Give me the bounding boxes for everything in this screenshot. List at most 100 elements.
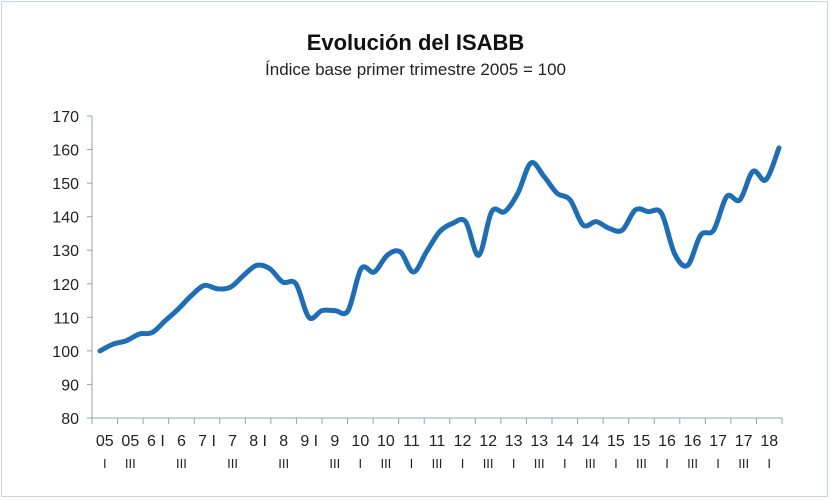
- x-tick-label-bottom: I: [665, 456, 669, 471]
- y-tick-label: 130: [52, 243, 79, 260]
- data-point: [673, 252, 676, 255]
- x-tick-label-top: 15: [607, 433, 625, 450]
- x-tick-label-top: 11: [403, 433, 420, 450]
- x-tick-label-bottom: I: [512, 456, 516, 471]
- x-tick-label-top: 15: [633, 433, 651, 450]
- data-point: [438, 231, 441, 233]
- y-tick-label: 140: [52, 210, 79, 227]
- x-tick-label-bottom: III: [227, 456, 238, 471]
- data-point: [451, 222, 454, 224]
- y-tick-label: 150: [52, 176, 79, 193]
- x-tick-label-bottom: III: [687, 456, 698, 471]
- data-point: [647, 211, 650, 213]
- x-tick-label-top: 10: [351, 433, 369, 450]
- data-point: [621, 229, 623, 231]
- data-point: [412, 271, 414, 273]
- data-point: [373, 271, 375, 273]
- x-tick-label-top: 16: [684, 433, 702, 450]
- x-tick-label-top: 9: [330, 433, 339, 450]
- data-point: [608, 227, 610, 230]
- data-point: [595, 221, 597, 223]
- data-point: [752, 170, 754, 172]
- data-point: [634, 209, 636, 211]
- y-axis: 80 90 100 110 120 130 140 150 160 170: [52, 109, 93, 428]
- x-tick-label-bottom: III: [483, 456, 494, 471]
- data-point: [465, 221, 467, 223]
- x-tick-label-top: 9 I: [300, 433, 318, 450]
- x-tick-label-top: 10: [377, 433, 395, 450]
- x-tick-label-top: 11: [429, 433, 446, 450]
- x-tick-label-bottom: I: [359, 456, 363, 471]
- series-line: [97, 145, 782, 354]
- x-tick-label-top: 12: [479, 433, 497, 450]
- data-point: [543, 175, 545, 177]
- x-tick-label-top: 14: [556, 433, 574, 450]
- x-tick-label-bottom: I: [563, 456, 567, 471]
- data-point: [151, 331, 153, 334]
- x-tick-label-bottom: III: [432, 456, 443, 471]
- data-point: [321, 310, 323, 312]
- data-point: [425, 251, 428, 253]
- data-point: [282, 281, 284, 283]
- x-tick-label-top: 13: [505, 433, 523, 450]
- data-point: [125, 340, 127, 342]
- x-tick-label-bottom: I: [103, 456, 107, 471]
- data-point: [347, 310, 349, 312]
- y-tick-label: 110: [53, 310, 79, 327]
- data-point: [726, 195, 728, 198]
- data-point: [360, 268, 362, 270]
- x-tick-label-bottom: III: [278, 456, 289, 471]
- data-point: [203, 284, 206, 287]
- data-point: [700, 234, 702, 236]
- data-point: [504, 211, 506, 213]
- x-tick-label-bottom: I: [614, 456, 618, 471]
- data-point: [269, 268, 271, 270]
- data-point: [778, 147, 780, 149]
- data-point: [399, 251, 401, 253]
- data-point: [229, 286, 232, 288]
- data-point: [334, 310, 336, 312]
- x-tick-label-top: 17: [709, 433, 727, 450]
- x-tick-label-top: 18: [760, 433, 778, 450]
- x-tick-label-bottom: III: [585, 456, 596, 471]
- y-tick-label: 120: [52, 277, 79, 294]
- x-tick-label-top: 6 I: [147, 433, 165, 450]
- data-point: [517, 192, 519, 194]
- data-point: [530, 162, 532, 164]
- data-point: [713, 229, 715, 231]
- x-tick-label-top: 7 I: [198, 433, 216, 450]
- x-tick-label-top: 13: [530, 433, 548, 450]
- x-tick-label-bottom: III: [176, 456, 187, 471]
- x-tick-label-top: 8 I: [249, 433, 267, 450]
- data-point: [556, 192, 558, 194]
- chart-title: Evolución del ISABB: [306, 30, 525, 55]
- x-tick-label-top: 14: [581, 433, 599, 450]
- x-tick-label-top: 17: [735, 433, 753, 450]
- x-tick-label-bottom: I: [410, 456, 414, 471]
- x-tick-label-top: 12: [454, 433, 472, 450]
- y-tick-label: 160: [52, 143, 79, 160]
- data-point: [582, 224, 584, 226]
- data-point: [765, 179, 767, 181]
- data-point: [177, 308, 179, 310]
- x-tick-label-bottom: III: [329, 456, 340, 471]
- data-point: [569, 199, 571, 201]
- x-tick-label-top: 05: [96, 433, 114, 450]
- x-tick-label-bottom: I: [461, 456, 465, 471]
- y-tick-label: 80: [61, 411, 79, 428]
- data-point: [739, 199, 741, 201]
- chart-subtitle: Índice base primer trimestre 2005 = 100: [265, 60, 566, 79]
- x-tick-label-top: 05: [121, 433, 139, 450]
- y-tick-label: 170: [52, 109, 79, 126]
- y-tick-label: 100: [52, 344, 79, 361]
- x-tick-label-bottom: I: [716, 456, 720, 471]
- data-point: [112, 343, 114, 345]
- x-tick-label-bottom: III: [534, 456, 545, 471]
- data-point: [295, 283, 297, 285]
- x-tick-label-top: 7: [228, 433, 237, 450]
- data-point: [216, 288, 219, 290]
- y-tick-label: 90: [61, 377, 79, 394]
